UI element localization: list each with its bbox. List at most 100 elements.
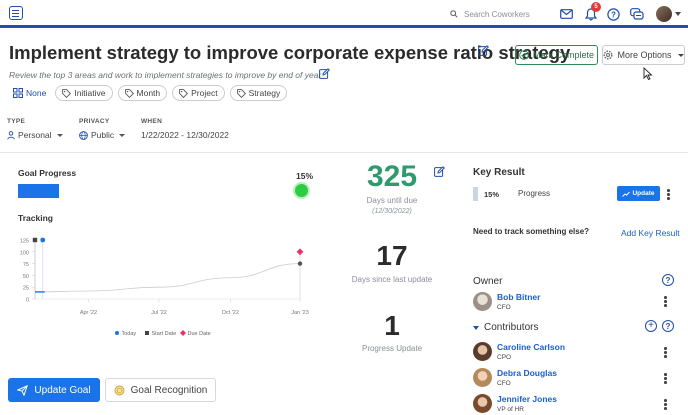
contributor-item[interactable]: Jennifer Jones VP of HR bbox=[473, 394, 685, 415]
help-icon[interactable]: ? bbox=[605, 6, 621, 22]
when-field: WHEN 1/22/2022 - 12/30/2022 bbox=[141, 118, 229, 140]
tag-label: Strategy bbox=[248, 88, 281, 98]
tag-project[interactable]: Project bbox=[172, 85, 225, 101]
tracking-chart: 125 100 75 50 25 0 Apr '22 Jul '22 Oct '22 Jan '2… bbox=[20, 236, 309, 337]
page-title: Implement strategy to improve corporate … bbox=[9, 42, 571, 63]
tag-initiative[interactable]: Initiative bbox=[55, 85, 113, 101]
menu-icon[interactable] bbox=[9, 6, 23, 20]
legend-start-marker bbox=[145, 331, 149, 335]
kebab-menu-icon[interactable] bbox=[664, 373, 667, 384]
type-label: TYPE bbox=[7, 118, 26, 125]
type-select[interactable]: Personal bbox=[7, 130, 63, 140]
y-tick-label: 125 bbox=[20, 239, 29, 245]
mark-complete-label: Mark Complete bbox=[532, 50, 595, 60]
privacy-label: PRIVACY bbox=[79, 118, 110, 125]
key-result-update-label: Update bbox=[632, 190, 655, 197]
page-subtitle: Review the top 3 areas and work to imple… bbox=[9, 70, 322, 80]
contributor-name: Debra Douglas bbox=[497, 368, 557, 378]
chat-icon[interactable] bbox=[629, 6, 645, 22]
x-tick-label: Jan '23 bbox=[291, 310, 309, 316]
progress-updates-caption: Progress Update bbox=[361, 344, 423, 353]
goal-progress-label: Goal Progress bbox=[18, 168, 77, 178]
date-range[interactable]: 1/22/2022 - 12/30/2022 bbox=[141, 130, 229, 140]
kebab-menu-icon[interactable] bbox=[664, 399, 667, 410]
grid-icon bbox=[13, 88, 23, 98]
contributor-item[interactable]: Debra Douglas CFO bbox=[473, 368, 685, 390]
legend-label: Due Date bbox=[188, 331, 211, 337]
user-avatar[interactable] bbox=[656, 6, 672, 22]
key-result-update-button[interactable]: Update bbox=[617, 186, 660, 201]
goal-recognition-button[interactable]: Goal Recognition bbox=[105, 378, 216, 402]
days-since-update-value: 17 bbox=[376, 240, 408, 271]
progress-updates-value: 1 bbox=[384, 310, 400, 341]
mail-icon[interactable] bbox=[558, 6, 574, 22]
paper-plane-icon bbox=[17, 384, 29, 396]
more-options-button[interactable]: More Options bbox=[602, 45, 685, 65]
gear-icon bbox=[603, 50, 613, 60]
tag-label: Month bbox=[136, 88, 161, 98]
owner-heading: Owner bbox=[473, 276, 503, 287]
key-result-name: Progress bbox=[518, 189, 551, 198]
person-icon bbox=[7, 130, 15, 140]
y-tick-label: 75 bbox=[23, 262, 29, 268]
due-date-marker bbox=[296, 248, 304, 256]
search-input[interactable]: Search Coworkers bbox=[464, 9, 530, 19]
privacy-value: Public bbox=[91, 130, 115, 140]
legend-label: Today bbox=[122, 331, 137, 337]
type-value: Personal bbox=[18, 130, 52, 140]
search-icon bbox=[450, 10, 458, 18]
help-icon[interactable]: ? bbox=[662, 274, 674, 286]
kebab-menu-icon[interactable] bbox=[664, 296, 667, 307]
legend-label: Start Date bbox=[152, 331, 177, 337]
edit-icon[interactable] bbox=[478, 45, 490, 58]
contributor-item[interactable]: Caroline Carlson CPO bbox=[473, 342, 685, 364]
contributor-role: CFO bbox=[497, 380, 511, 387]
chevron-down-icon bbox=[677, 53, 684, 57]
x-tick-label: Apr '22 bbox=[80, 310, 97, 316]
avatar bbox=[473, 394, 492, 413]
due-date: (12/30/2022) bbox=[372, 208, 412, 215]
tag-strategy[interactable]: Strategy bbox=[229, 85, 288, 101]
contributors-heading[interactable]: Contributors bbox=[473, 322, 538, 333]
target-line bbox=[34, 263, 301, 293]
days-since-update-caption: Days since last update bbox=[351, 275, 433, 284]
tag-month[interactable]: Month bbox=[117, 85, 168, 101]
tag-list: None Initiative Month Project Strategy bbox=[9, 85, 288, 101]
top-bar: Search Coworkers 5 ? bbox=[0, 0, 688, 28]
y-tick-label: 0 bbox=[26, 298, 29, 304]
tracking-label: Tracking bbox=[18, 213, 53, 223]
edit-icon[interactable] bbox=[319, 68, 331, 81]
x-tick-label: Jul '22 bbox=[151, 310, 167, 316]
chevron-down-icon[interactable] bbox=[675, 12, 681, 16]
y-tick-label: 50 bbox=[23, 274, 29, 280]
type-field: TYPE Personal bbox=[7, 118, 63, 140]
contributor-role: CPO bbox=[497, 354, 512, 361]
key-result-row: 15% Progress Update bbox=[473, 186, 685, 202]
update-goal-button[interactable]: Update Goal bbox=[8, 378, 100, 402]
kebab-menu-icon[interactable] bbox=[667, 189, 670, 200]
add-key-result-link[interactable]: Add Key Result bbox=[621, 228, 680, 238]
bell-icon[interactable]: 5 bbox=[583, 2, 601, 22]
help-icon[interactable]: ? bbox=[662, 320, 674, 332]
more-options-label: More Options bbox=[617, 50, 672, 60]
today-marker bbox=[40, 237, 46, 243]
edit-icon[interactable] bbox=[434, 166, 446, 179]
contributor-name: Caroline Carlson bbox=[497, 342, 566, 352]
chevron-down-icon bbox=[119, 133, 126, 137]
contributors-heading-label: Contributors bbox=[484, 322, 539, 333]
mark-complete-button[interactable]: Mark Complete bbox=[515, 45, 598, 65]
category-none[interactable]: None bbox=[9, 86, 50, 100]
privacy-select[interactable]: Public bbox=[79, 130, 126, 140]
coworker-search[interactable]: Search Coworkers bbox=[450, 7, 560, 21]
goal-recognition-label: Goal Recognition bbox=[130, 384, 208, 396]
legend-today-marker bbox=[115, 331, 119, 335]
days-until-due-value: 325 bbox=[366, 160, 418, 193]
owner-person[interactable]: Bob Bitner CFO bbox=[473, 292, 685, 314]
tag-icon bbox=[62, 88, 72, 98]
tag-label: Project bbox=[191, 88, 218, 98]
y-tick-label: 25 bbox=[23, 286, 29, 292]
end-point-marker bbox=[297, 261, 303, 266]
kebab-menu-icon[interactable] bbox=[664, 347, 667, 358]
progress-status-dot bbox=[295, 184, 308, 197]
add-contributor-icon[interactable]: + bbox=[645, 320, 657, 332]
